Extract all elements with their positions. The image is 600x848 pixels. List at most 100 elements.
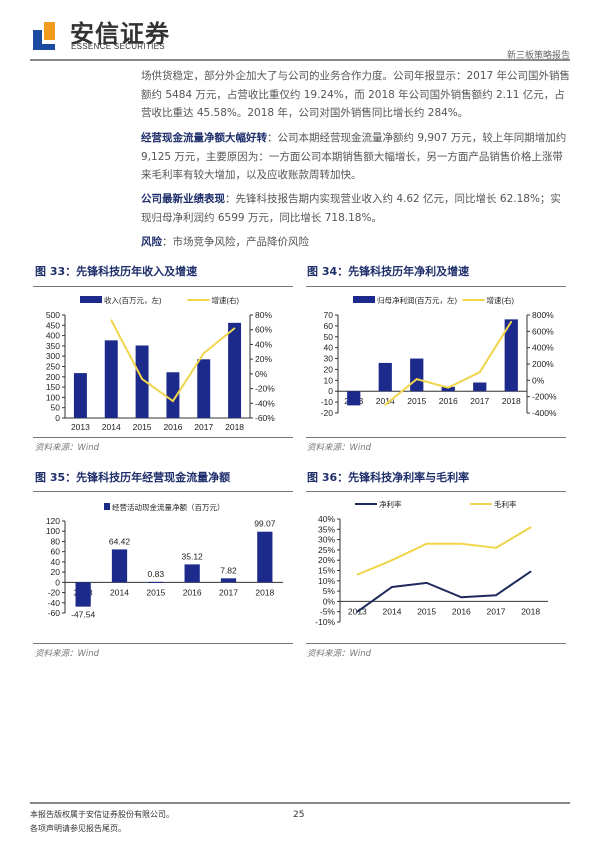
paragraph-heading: 经营现金流量净额大幅好转: [141, 132, 267, 144]
x-tick-label: 2014: [102, 422, 121, 432]
legend-label: 经营活动现金流量净额（百万元）: [112, 502, 225, 512]
paragraph-text: ：市场竞争风险，产品降价风险: [162, 236, 309, 248]
y-tick-label: 500: [46, 310, 60, 320]
series-line-1: [384, 321, 513, 406]
report-type: 新三板策略报告: [506, 51, 570, 61]
y2-tick-label: 40%: [255, 339, 272, 349]
y-tick-label: 300: [46, 351, 60, 361]
y2-tick-label: 20%: [255, 354, 272, 364]
bar-2013: [73, 373, 87, 418]
bar-2015: [148, 581, 164, 583]
margin-chart: -10%-5%0%5%10%15%20%25%30%35%40%2013 2014…: [315, 499, 548, 627]
line-point-2013: [356, 610, 359, 613]
y-tick-label: 25%: [318, 545, 335, 555]
figure-36-source: 资料来源：Wind: [307, 649, 372, 659]
x-tick-label: 2017: [487, 606, 506, 616]
x-tick-label: 2014: [110, 587, 129, 597]
y-tick-label: 120: [46, 516, 60, 526]
figure-rule: [306, 286, 566, 287]
line-point-2014: [384, 404, 387, 406]
figure-34-source: 资料来源：Wind: [307, 443, 372, 453]
footer-line: 各项声明请参见报告尾页。: [30, 824, 126, 833]
y2-tick-label: -200%: [532, 392, 557, 402]
y-tick-label: 5%: [323, 586, 336, 596]
x-tick-label: 2018: [502, 396, 521, 406]
bar-2015: [410, 358, 424, 392]
y2-tick-label: -20%: [255, 384, 275, 394]
x-tick-label: 2017: [470, 396, 489, 406]
legend-label: 净利率: [379, 499, 402, 509]
header-divider: [30, 59, 570, 61]
data-label: 64.42: [109, 536, 131, 546]
line-point-2014: [391, 586, 393, 588]
operating-cashflow-chart: -60-40-200204060801001202013201420152016…: [46, 502, 283, 620]
x-tick-label: 2017: [194, 422, 213, 432]
y-tick-label: 20: [324, 364, 334, 374]
figure-rule: [306, 437, 566, 438]
y2-tick-label: 60%: [255, 325, 272, 335]
y-tick-label: 15%: [318, 566, 335, 576]
footer-line: 本报告版权属于安信证券股份有限公司。: [30, 810, 174, 819]
data-label: 0.83: [148, 569, 165, 579]
line-point-2018: [233, 327, 236, 330]
y-tick-label: -60: [48, 608, 61, 618]
legend-label: 毛利率: [494, 499, 517, 509]
line-point-2017: [495, 594, 497, 597]
y-tick-label: 10: [324, 375, 334, 385]
y-tick-label: 450: [46, 320, 60, 330]
paragraph-heading: 公司最新业绩表现: [141, 193, 225, 205]
figure-33-title: 图 33：先锋科技历年收入及增速: [35, 265, 198, 278]
paragraph-export: 场供货稳定，部分外企加大了与公司的业务合作力度。公司年报显示：2017 年公司国…: [141, 70, 571, 119]
bar-2018: [228, 322, 242, 418]
figure-rule: [306, 491, 566, 492]
y-tick-label: 30: [324, 354, 334, 364]
bar-2015: [135, 345, 149, 418]
y2-tick-label: 80%: [255, 310, 272, 320]
y-tick-label: 40: [324, 343, 334, 353]
line-point-2016: [447, 386, 450, 389]
bar-2018: [257, 531, 273, 583]
x-tick-label: 2016: [163, 422, 182, 432]
x-tick-label: 2015: [133, 422, 152, 432]
line-point-2018: [529, 526, 532, 529]
data-label: 35.12: [182, 551, 204, 561]
y-tick-label: 20%: [318, 555, 335, 565]
line-point-2018: [529, 570, 532, 573]
line-point-2015: [425, 542, 428, 545]
data-label: 7.82: [220, 565, 237, 575]
y-tick-label: 10%: [318, 576, 335, 586]
y-tick-label: -5%: [320, 607, 336, 617]
x-tick-label: 2016: [183, 587, 202, 597]
y-tick-label: 150: [46, 382, 60, 392]
y-tick-label: 50: [324, 332, 334, 342]
y2-tick-label: 0%: [532, 375, 545, 385]
figure-36-title: 图 36：先锋科技净利率与毛利率: [307, 471, 470, 484]
y2-tick-label: 200%: [532, 359, 554, 369]
y-tick-label: 100: [46, 392, 60, 402]
y-tick-label: 80: [51, 536, 61, 546]
bar-2013: [75, 582, 91, 607]
data-label: 99.07: [254, 519, 276, 529]
line-point-2014: [391, 559, 393, 561]
figure-rule: [33, 643, 293, 644]
figure-rule: [33, 491, 293, 492]
bar-2017: [197, 359, 211, 418]
legend-swatch: [80, 296, 102, 303]
figure-rule: [33, 437, 293, 438]
y2-tick-label: 0%: [255, 369, 268, 379]
y-tick-label: 70: [324, 310, 334, 320]
bar-2013: [347, 391, 361, 406]
x-tick-label: 2016: [452, 606, 471, 616]
figure-35-source: 资料来源：Wind: [35, 649, 100, 659]
x-tick-label: 2018: [521, 606, 540, 616]
y-tick-label: 0: [55, 577, 60, 587]
series-line-0: [356, 570, 532, 613]
y-tick-label: -10: [321, 397, 334, 407]
y-tick-label: 20: [51, 567, 61, 577]
figure-35-title: 图 35：先锋科技历年经营现金流量净额: [35, 471, 231, 484]
figure-rule: [33, 286, 293, 287]
y-tick-label: 0: [328, 386, 333, 396]
bar-2017: [473, 382, 487, 392]
line-point-2017: [202, 352, 205, 355]
